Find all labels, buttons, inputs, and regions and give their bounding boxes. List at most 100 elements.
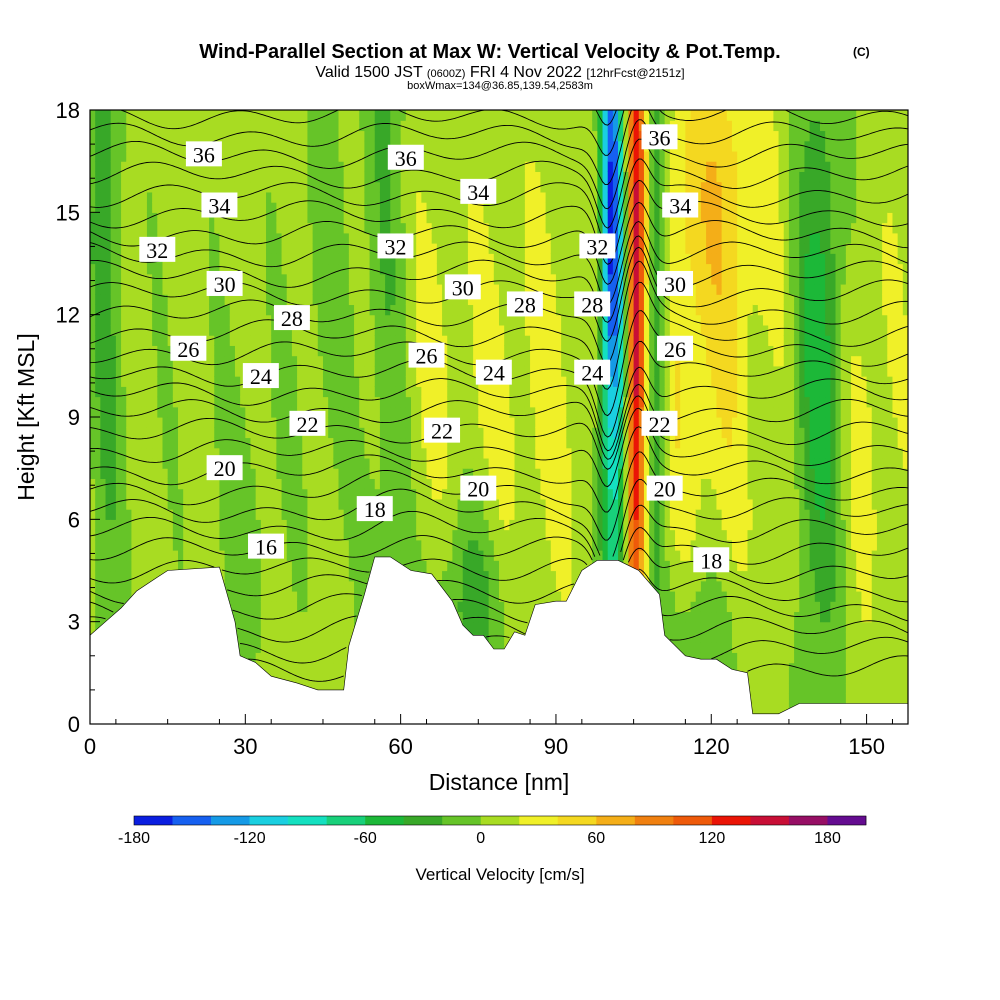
- w-cell: [405, 335, 412, 346]
- w-cell: [493, 335, 500, 346]
- w-cell: [250, 171, 257, 183]
- w-cell: [152, 150, 158, 162]
- w-cell: [488, 519, 495, 531]
- w-cell: [271, 386, 277, 398]
- w-cell: [338, 283, 345, 295]
- w-cell: [467, 324, 474, 336]
- w-cell: [152, 570, 158, 582]
- w-cell: [436, 396, 443, 408]
- w-cell: [483, 130, 490, 142]
- w-cell: [493, 120, 500, 132]
- w-cell: [467, 550, 474, 561]
- w-cell: [322, 590, 329, 602]
- w-cell: [421, 560, 428, 572]
- w-cell: [395, 283, 402, 295]
- w-cell: [410, 478, 417, 490]
- w-cell: [478, 560, 485, 572]
- w-cell: [152, 529, 158, 541]
- w-cell: [178, 202, 184, 213]
- w-cell: [509, 232, 516, 244]
- w-cell: [219, 345, 226, 357]
- w-cell: [146, 509, 153, 520]
- w-cell: [333, 283, 340, 295]
- w-cell: [214, 365, 221, 377]
- w-cell: [436, 488, 443, 500]
- w-cell: [333, 662, 340, 674]
- w-cell: [172, 181, 179, 193]
- w-cell: [343, 283, 350, 295]
- w-cell: [493, 263, 500, 275]
- w-cell: [416, 171, 422, 183]
- w-cell: [240, 417, 246, 428]
- w-cell: [157, 468, 164, 479]
- w-cell: [219, 232, 226, 244]
- w-cell: [442, 570, 448, 582]
- w-cell: [95, 437, 101, 449]
- w-cell: [193, 376, 200, 387]
- w-cell: [322, 294, 329, 306]
- w-cell: [348, 243, 355, 254]
- w-cell: [364, 345, 371, 357]
- w-cell: [115, 191, 122, 203]
- w-cell: [271, 427, 277, 439]
- w-cell: [364, 273, 371, 285]
- w-cell: [183, 529, 189, 541]
- w-cell: [105, 590, 112, 602]
- w-cell: [115, 386, 122, 398]
- w-cell: [519, 621, 526, 633]
- w-cell: [426, 273, 433, 285]
- w-cell: [452, 570, 459, 582]
- w-cell: [302, 631, 309, 643]
- w-cell: [240, 314, 246, 326]
- w-cell: [426, 243, 433, 254]
- w-cell: [297, 110, 303, 121]
- w-cell: [291, 181, 298, 193]
- w-cell: [333, 304, 340, 316]
- w-cell: [250, 273, 257, 285]
- w-cell: [338, 683, 345, 694]
- w-cell: [364, 253, 371, 265]
- w-cell: [146, 120, 153, 132]
- w-cell: [183, 488, 189, 500]
- w-cell: [504, 150, 510, 162]
- w-cell: [260, 498, 267, 510]
- w-cell: [240, 222, 246, 234]
- w-cell: [126, 488, 133, 500]
- w-cell: [467, 345, 474, 357]
- w-cell: [152, 191, 158, 203]
- w-cell: [421, 406, 428, 418]
- w-cell: [266, 662, 272, 674]
- w-cell: [260, 345, 267, 357]
- w-cell: [338, 498, 345, 510]
- w-cell: [90, 457, 96, 469]
- w-cell: [478, 468, 485, 479]
- w-cell: [157, 324, 164, 336]
- w-cell: [374, 355, 381, 367]
- w-cell: [250, 324, 257, 336]
- w-cell: [343, 386, 350, 398]
- w-cell: [431, 376, 438, 387]
- w-cell: [338, 263, 345, 275]
- w-cell: [121, 232, 127, 244]
- w-cell: [317, 110, 324, 121]
- w-cell: [245, 447, 252, 459]
- w-cell: [509, 202, 516, 213]
- w-cell: [436, 376, 443, 387]
- w-cell: [322, 457, 329, 469]
- w-cell: [390, 468, 397, 479]
- w-cell: [312, 212, 319, 224]
- w-cell: [421, 488, 428, 500]
- w-cell: [333, 324, 340, 336]
- w-cell: [483, 590, 490, 602]
- w-cell: [297, 498, 303, 510]
- w-cell: [400, 427, 407, 439]
- w-cell: [240, 631, 246, 643]
- w-cell: [307, 283, 314, 295]
- w-cell: [188, 253, 195, 265]
- w-cell: [447, 243, 454, 254]
- w-cell: [157, 110, 164, 121]
- w-cell: [224, 253, 231, 265]
- w-cell: [105, 181, 112, 193]
- w-cell: [478, 243, 485, 254]
- w-cell: [286, 222, 293, 234]
